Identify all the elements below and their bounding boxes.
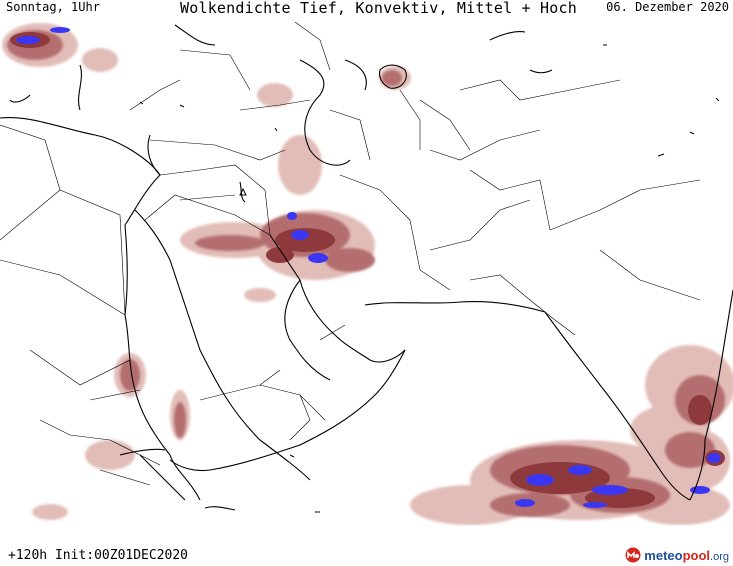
cloud-density-map [0,21,733,525]
map-title: Wolkendichte Tief, Konvektiv, Mittel + H… [180,0,577,17]
country-borders [0,21,701,486]
small-features [139,44,720,513]
cloud-layer-light [2,23,733,525]
valid-date: 06. Dezember 2020 [606,0,729,14]
forecast-init-label: +120h Init:00Z01DEC2020 [8,548,189,563]
cloud-layer-convective [16,27,721,508]
coastlines [0,24,733,511]
meteopool-logo-icon [625,547,641,563]
meteopool-wordmark: meteopool.org [644,548,729,563]
map-footer: +120h Init:00Z01DEC2020 meteopool.org [0,526,733,566]
cloud-layer-dark [10,32,725,508]
meteopool-brand[interactable]: meteopool.org [625,544,729,566]
valid-day-time: Sonntag, 1Uhr [6,0,100,14]
brand-part-org: .org [710,550,729,563]
map-header: Sonntag, 1Uhr Wolkendichte Tief, Konvekt… [0,0,733,18]
brand-part-meteo: meteo [644,547,683,563]
brand-part-pool: pool [682,547,711,563]
